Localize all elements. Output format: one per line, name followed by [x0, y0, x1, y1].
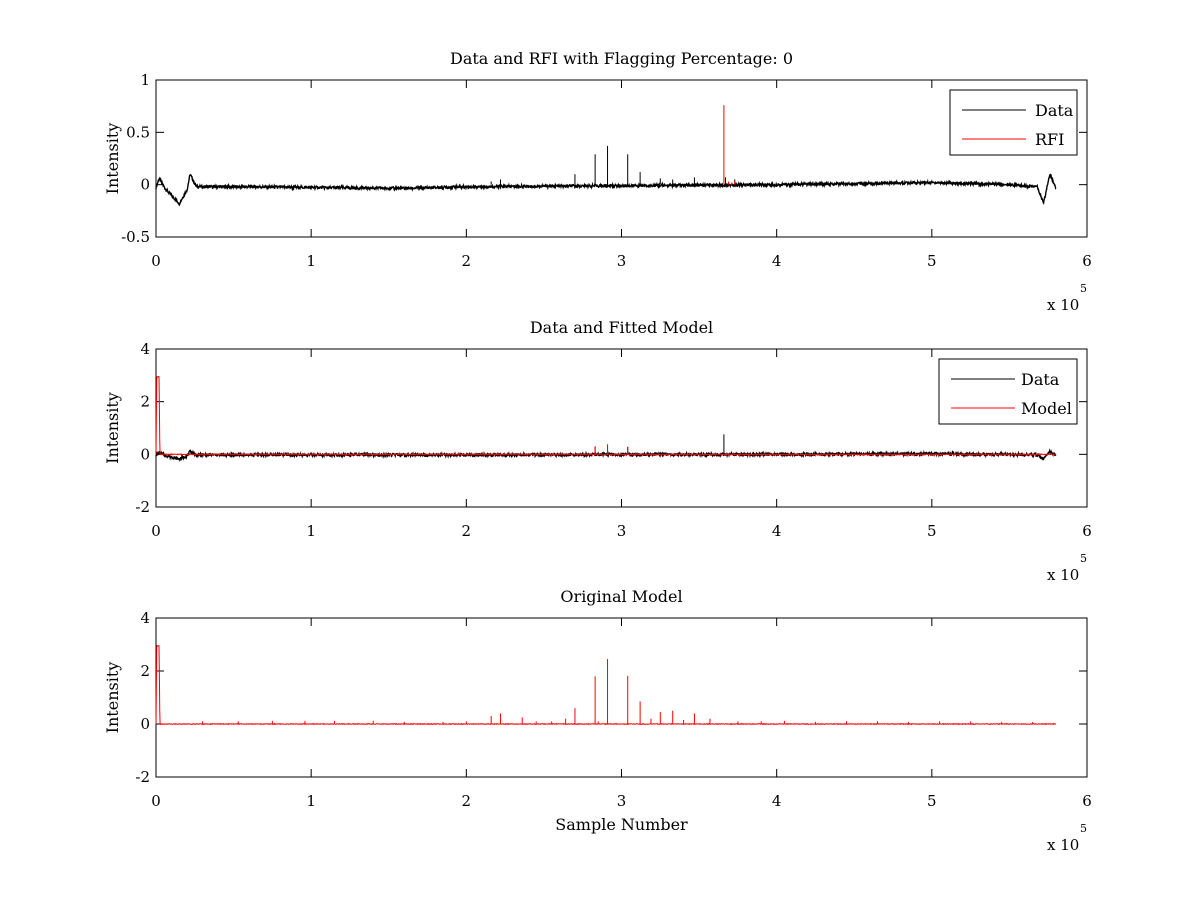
x-tick-label: 6	[1082, 522, 1092, 540]
x-tick-label: 1	[306, 792, 316, 810]
y-tick-label: 4	[140, 340, 150, 358]
y-tick-label: 1	[140, 71, 150, 89]
x-tick-label: 5	[927, 252, 937, 270]
x-tick-label: 4	[772, 252, 782, 270]
chart-panel-3: Original Model Intensity Sample Number 0 1 2 3…	[103, 587, 1092, 854]
y-axis-label: Intensity	[103, 392, 122, 464]
series-baseline-line	[155, 173, 1057, 207]
y-tick-label: 0	[140, 715, 150, 733]
x-multiplier-exponent: 5	[1080, 552, 1087, 565]
legend-box	[938, 358, 1078, 425]
legend-box	[949, 89, 1078, 156]
x-multiplier-label: x 10	[1047, 566, 1079, 584]
chart-panel-2: Data and Fitted Model Intensity 0 1 2 3 4 5 6 x 1…	[103, 318, 1092, 584]
legend-label: Data	[1035, 101, 1074, 120]
legend-label: Model	[1021, 399, 1072, 418]
chart-title: Data and RFI with Flagging Percentage: 0	[450, 49, 793, 68]
y-tick-label: -0.5	[121, 228, 150, 246]
x-tick-label: 3	[617, 792, 627, 810]
x-tick-label: 4	[772, 522, 782, 540]
x-tick-label: 1	[306, 252, 316, 270]
x-axis-label: Sample Number	[555, 815, 688, 834]
y-axis-label: Intensity	[103, 123, 122, 195]
x-tick-label: 2	[462, 792, 472, 810]
series-baseline-line	[155, 645, 1057, 726]
series-data	[155, 145, 1057, 207]
x-tick-label: 0	[151, 252, 161, 270]
x-tick-label: 1	[306, 522, 316, 540]
y-tick-label: 0.5	[126, 123, 150, 141]
y-tick-label: -2	[135, 498, 150, 516]
y-axis-label: Intensity	[103, 662, 122, 734]
x-tick-label: 3	[617, 522, 627, 540]
legend-label: RFI	[1035, 130, 1064, 149]
x-multiplier-label: x 10	[1047, 296, 1079, 314]
y-tick-label: 2	[140, 662, 150, 680]
x-tick-label: 6	[1082, 792, 1092, 810]
series-model	[155, 645, 1057, 726]
x-tick-label: 4	[772, 792, 782, 810]
x-multiplier-exponent: 5	[1080, 822, 1087, 835]
x-tick-label: 2	[462, 252, 472, 270]
y-tick-label: 0	[140, 176, 150, 194]
chart-title: Data and Fitted Model	[530, 318, 713, 337]
x-tick-label: 2	[462, 522, 472, 540]
x-tick-label: 0	[151, 792, 161, 810]
series-rfi	[723, 105, 736, 185]
x-tick-label: 3	[617, 252, 627, 270]
x-multiplier-exponent: 5	[1080, 282, 1087, 295]
legend: Data Model	[938, 358, 1078, 425]
y-tick-label: 2	[140, 393, 150, 411]
y-tick-label: -2	[135, 768, 150, 786]
chart-title: Original Model	[560, 587, 682, 606]
series-model	[155, 375, 1057, 456]
legend-label: Data	[1021, 370, 1060, 389]
chart-panel-1: Data and RFI with Flagging Percentage: 0…	[103, 49, 1092, 314]
x-tick-label: 5	[927, 792, 937, 810]
y-tick-label: 0	[140, 445, 150, 463]
x-tick-label: 5	[927, 522, 937, 540]
legend: Data RFI	[949, 89, 1078, 156]
series-baseline-line	[155, 375, 1057, 456]
x-tick-label: 6	[1082, 252, 1092, 270]
x-multiplier-label: x 10	[1047, 836, 1079, 854]
x-tick-label: 0	[151, 522, 161, 540]
y-tick-label: 4	[140, 609, 150, 627]
